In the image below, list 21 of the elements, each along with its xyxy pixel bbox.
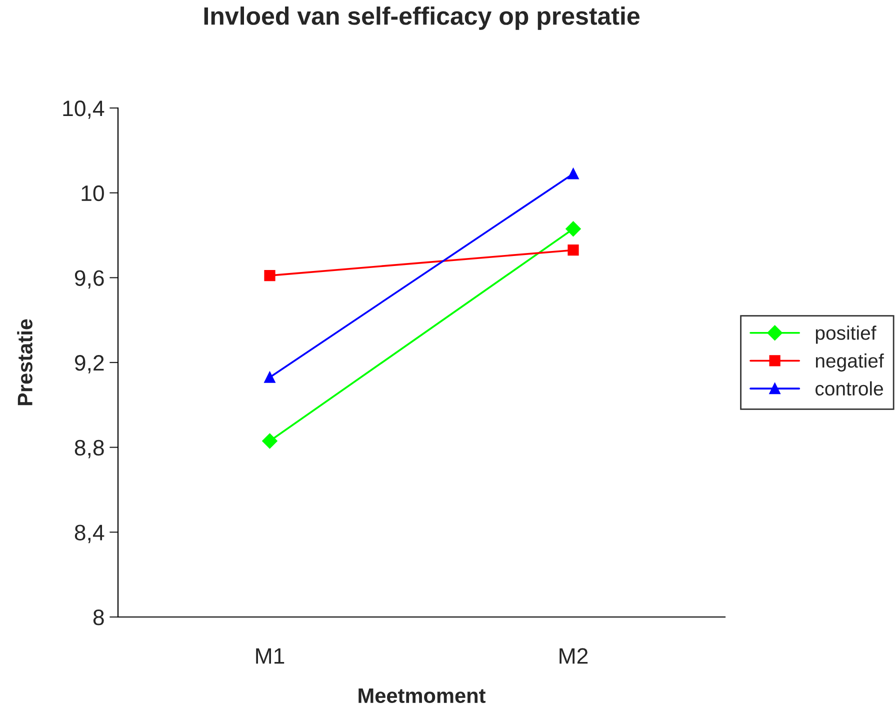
y-axis-title: Prestatie [17, 319, 32, 406]
legend-label: controle [816, 381, 883, 396]
chart-title: Invloed van self-efficacy op prestatie [204, 6, 640, 30]
x-tick-label: M1 [256, 648, 284, 664]
y-tick-label: 8,8 [74, 440, 104, 458]
x-tick-label: M2 [560, 648, 588, 664]
x-axis-title: Meetmoment [358, 688, 486, 704]
y-tick-label: 8 [93, 610, 104, 626]
point [566, 221, 581, 236]
point [568, 244, 579, 256]
y-tick-label: 9,6 [74, 270, 104, 289]
y-tick-label: 8,4 [74, 524, 104, 544]
point [264, 372, 276, 383]
legend-label: positief [816, 326, 876, 344]
point [264, 270, 276, 282]
y-tick-label: 10 [82, 185, 104, 202]
point [262, 433, 278, 449]
point [568, 168, 579, 180]
y-tick-label: 9,2 [74, 355, 104, 374]
y-tick-label: 10,4 [63, 100, 104, 119]
legend-label: negatief [816, 353, 884, 372]
